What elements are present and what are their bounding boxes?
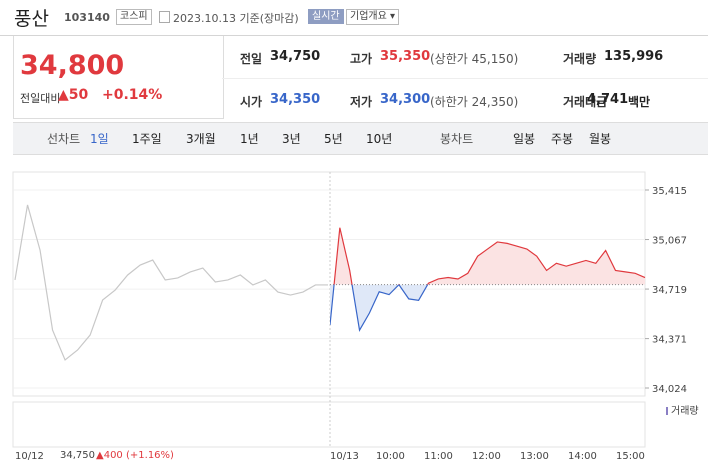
footer-change: ▲400 xyxy=(96,450,123,461)
footer-close: 34,750 xyxy=(60,450,95,461)
x-tick-label: 10:00 xyxy=(376,451,405,462)
stat-label: 저가 xyxy=(350,95,373,109)
stat-extra: (상한가 45,150) xyxy=(430,52,519,66)
calendar-icon xyxy=(159,11,170,23)
prev-day-line xyxy=(14,204,328,361)
x-tick-label: 10/12 xyxy=(15,451,44,462)
tab-bar xyxy=(13,122,708,155)
x-tick-label: 13:00 xyxy=(520,451,549,462)
change: ▲50 xyxy=(58,87,89,103)
stat-label: 시가 xyxy=(240,95,263,109)
stat-label: 거래량 xyxy=(563,52,597,66)
stat-value: 34,350 xyxy=(270,92,321,107)
y-tick-label: 34,719 xyxy=(652,285,687,296)
overview-button[interactable]: 기업개요 ▾ xyxy=(346,9,400,25)
volume-legend: 거래량 xyxy=(671,405,699,417)
stat-value: 135,996 xyxy=(604,49,664,64)
stat-value: 34,750 xyxy=(270,49,321,64)
today-line-down xyxy=(330,284,429,332)
x-tick-label: 10/13 xyxy=(330,451,359,462)
y-tick-label: 35,067 xyxy=(652,236,687,247)
divider xyxy=(0,35,708,36)
stat-value: 34,300 xyxy=(380,92,431,107)
volume-frame xyxy=(12,401,646,448)
y-tick-label: 35,415 xyxy=(652,186,687,197)
x-tick-label: 11:00 xyxy=(424,451,453,462)
change-pct: +0.14% xyxy=(102,87,163,103)
date: 2023.10.13 기준(장마감) xyxy=(173,12,299,25)
y-tick-label: 34,371 xyxy=(652,335,687,346)
today-area-down xyxy=(330,284,645,331)
period-tab[interactable]: 10년 xyxy=(366,132,393,146)
realtime-button[interactable]: 실시간 xyxy=(308,9,344,24)
x-tick-label: 12:00 xyxy=(472,451,501,462)
today-line-up xyxy=(333,227,646,285)
volume-legend-swatch xyxy=(666,407,668,415)
period-tab[interactable]: 1일 xyxy=(90,132,109,146)
stat-label: 전일 xyxy=(240,52,263,66)
stats-divider xyxy=(222,78,708,79)
period-tab[interactable]: 3개월 xyxy=(186,132,216,146)
stock-name: 풍산 xyxy=(14,8,49,30)
period-tab[interactable]: 5년 xyxy=(324,132,343,146)
stat-value: 4,741 xyxy=(587,92,629,107)
market: 코스피 xyxy=(116,9,152,25)
change-value: 50 xyxy=(68,87,89,103)
x-tick-label: 14:00 xyxy=(568,451,597,462)
stock-code: 103140 xyxy=(64,11,110,24)
line-chart-label: 선차트 xyxy=(47,132,81,146)
today-area-up xyxy=(334,227,645,285)
price-box xyxy=(13,36,224,119)
overview-text: 기업개요 xyxy=(350,11,387,22)
stat-value: 35,350 xyxy=(380,49,431,64)
footer-change-value: 400 xyxy=(103,450,123,461)
x-tick-label: 15:00 xyxy=(616,451,645,462)
period-tab[interactable]: 1년 xyxy=(240,132,259,146)
period-tab[interactable]: 3년 xyxy=(282,132,301,146)
current-price: 34,800 xyxy=(20,50,125,81)
y-tick-label: 34,024 xyxy=(652,384,687,395)
stat-label: 거래대금 xyxy=(563,95,608,109)
change-label: 전일대비 xyxy=(20,92,61,105)
candle-tab[interactable]: 일봉 xyxy=(513,132,536,146)
stat-label: 고가 xyxy=(350,52,373,66)
stat-unit: 백만 xyxy=(628,95,651,109)
period-tab[interactable]: 1주일 xyxy=(132,132,162,146)
candle-tab[interactable]: 월봉 xyxy=(589,132,612,146)
footer-change-pct: (+1.16%) xyxy=(126,450,174,461)
stat-extra: (하한가 24,350) xyxy=(430,95,519,109)
candle-tab[interactable]: 주봉 xyxy=(551,132,574,146)
candle-chart-label: 봉차트 xyxy=(440,132,474,146)
